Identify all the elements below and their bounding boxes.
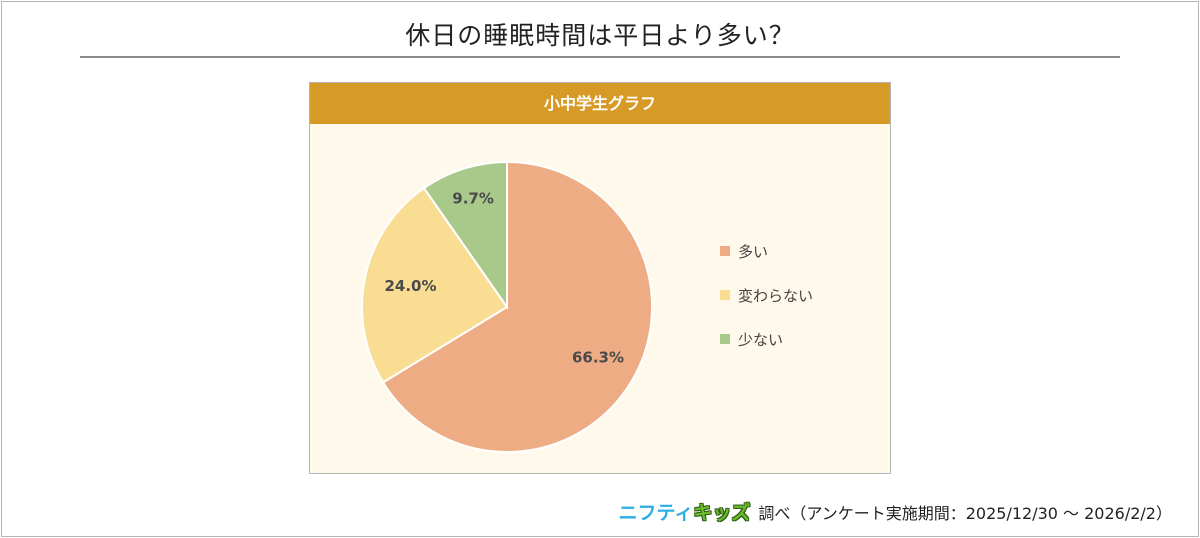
legend-swatch-many — [720, 246, 730, 256]
legend-item-many: 多い — [720, 229, 813, 273]
legend-item-same: 変わらない — [720, 273, 813, 317]
chart-panel: 小中学生グラフ 66.3% 24.0% 9.7% 多い 変わらない 少ない — [309, 82, 891, 474]
chart-title: 小中学生グラフ — [310, 83, 890, 124]
legend-swatch-few — [720, 334, 730, 344]
pie-chart: 66.3% 24.0% 9.7% — [361, 160, 654, 453]
survey-period-text: 調べ（アンケート実施期間：2025/12/30 ～ 2026/2/2） — [758, 503, 1172, 523]
pie-slice-many — [381, 160, 654, 453]
data-label-same: 24.0% — [384, 277, 436, 295]
pie-slice-same — [361, 186, 509, 384]
pie-slice-few — [422, 160, 508, 311]
legend-label-many: 多い — [738, 242, 769, 261]
logo-text-nifty: ニフティ — [618, 502, 694, 524]
title-divider — [80, 56, 1120, 58]
legend-label-few: 少ない — [738, 330, 784, 349]
legend-label-same: 変わらない — [738, 286, 814, 305]
page-title: 休日の睡眠時間は平日より多い？ — [405, 21, 795, 50]
data-label-few: 9.7% — [452, 190, 494, 208]
logo-text-kids: キッズ — [693, 502, 751, 524]
legend-item-few: 少ない — [720, 317, 813, 361]
nifty-kids-logo: ニフティ キッズ — [618, 498, 750, 525]
legend-swatch-same — [720, 290, 730, 300]
data-label-many: 66.3% — [572, 349, 624, 367]
source-note: ニフティ キッズ 調べ（アンケート実施期間：2025/12/30 ～ 2026/… — [618, 498, 1172, 525]
chart-legend: 多い 変わらない 少ない — [720, 229, 813, 361]
